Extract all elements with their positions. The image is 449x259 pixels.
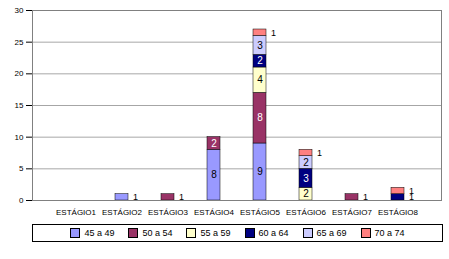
svg-text:1: 1	[133, 192, 138, 203]
svg-text:20: 20	[15, 69, 24, 78]
html-text:55 a 59: 55 a 59	[200, 228, 231, 238]
svg-text:2: 2	[211, 138, 217, 149]
html-text:65 a 69: 65 a 69	[316, 228, 347, 238]
html-text:50 a 54: 50 a 54	[142, 228, 173, 238]
svg-text:4: 4	[257, 74, 263, 85]
svg-text:1: 1	[271, 28, 276, 38]
svg-text:1: 1	[179, 192, 184, 203]
svg-text:15: 15	[15, 101, 24, 110]
svg-text:2: 2	[303, 157, 309, 168]
svg-text:8: 8	[257, 112, 263, 123]
svg-text:2: 2	[303, 188, 309, 199]
html-text:70 a 74: 70 a 74	[374, 228, 405, 238]
svg-text:2: 2	[257, 55, 263, 66]
svg-text:30: 30	[15, 6, 24, 15]
svg-text:ESTÁGIO8: ESTÁGIO8	[378, 208, 419, 217]
svg-text:1: 1	[409, 186, 414, 196]
svg-text:25: 25	[15, 38, 24, 47]
html-text:45 a 49: 45 a 49	[84, 228, 115, 238]
svg-text:ESTÁGIO7: ESTÁGIO7	[332, 208, 373, 217]
svg-text:ESTÁGIO1: ESTÁGIO1	[56, 208, 97, 217]
svg-text:9: 9	[257, 166, 263, 177]
svg-text:1: 1	[317, 148, 322, 158]
svg-text:ESTÁGIO3: ESTÁGIO3	[148, 208, 189, 217]
svg-text:10: 10	[15, 133, 24, 142]
svg-text:ESTÁGIO6: ESTÁGIO6	[286, 208, 327, 217]
svg-text:8: 8	[211, 169, 217, 180]
svg-text:0: 0	[19, 196, 24, 205]
svg-text:1: 1	[363, 192, 368, 203]
svg-text:3: 3	[257, 40, 263, 51]
html-text:60 a 64: 60 a 64	[258, 228, 289, 238]
svg-text:ESTÁGIO2: ESTÁGIO2	[102, 208, 143, 217]
svg-text:ESTÁGIO5: ESTÁGIO5	[240, 208, 281, 217]
svg-text:ESTÁGIO4: ESTÁGIO4	[194, 208, 235, 217]
svg-text:5: 5	[19, 164, 24, 173]
svg-text:3: 3	[303, 173, 309, 184]
